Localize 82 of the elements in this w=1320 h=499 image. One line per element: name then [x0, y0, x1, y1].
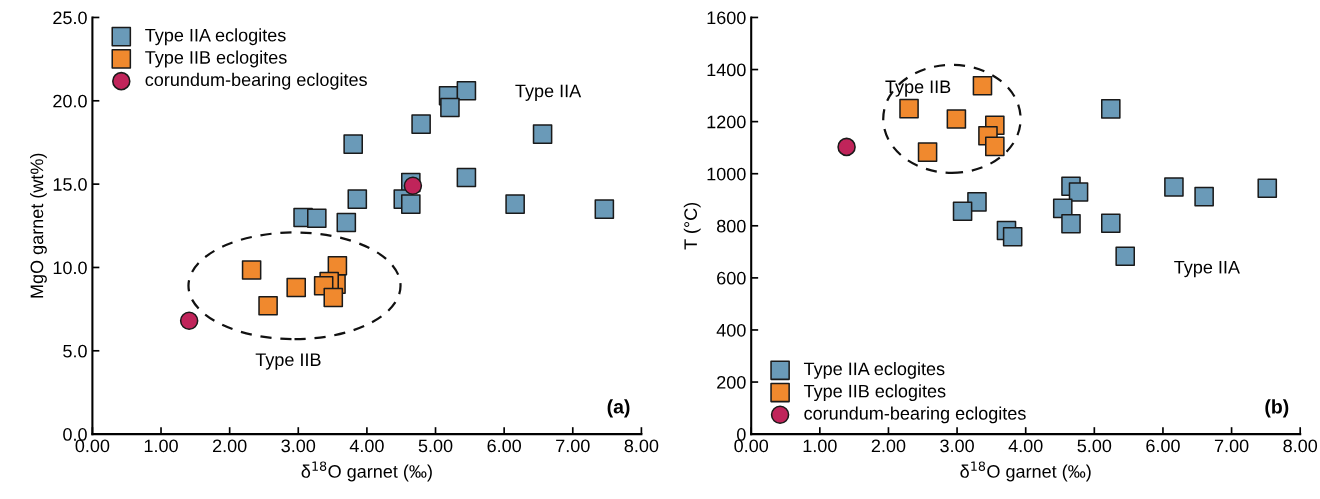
- legend-label: Type IIA eclogites: [803, 361, 945, 379]
- point: [400, 194, 421, 214]
- x-tick-label: 5.00: [1077, 439, 1112, 453]
- point: [456, 167, 477, 188]
- x-axis-title: δ$^{18}$O garnet (‰): [301, 461, 432, 482]
- point: [1100, 99, 1121, 119]
- point: [1164, 177, 1184, 197]
- x-tick-label: 1.00: [144, 439, 178, 453]
- x-tick-label: 4.00: [349, 439, 384, 453]
- point: [952, 201, 973, 222]
- point: [594, 199, 615, 219]
- y-tick-label: 20.0: [53, 94, 87, 108]
- point: [505, 194, 525, 214]
- y-tick-label: 25.0: [53, 11, 87, 25]
- point: [347, 189, 368, 209]
- annotation: Type IIA: [1174, 260, 1240, 278]
- point: [1100, 213, 1121, 234]
- legend-label: corundum-bearing eclogites: [145, 72, 367, 90]
- y-axis-title: MgO garnet (wt%): [30, 153, 47, 298]
- legend-label: corundum-bearing eclogites: [804, 406, 1026, 424]
- y-tick-label: 1200: [707, 115, 746, 129]
- y-tick-label: 0: [737, 428, 746, 441]
- point: [241, 260, 262, 280]
- legend-label: Type IIA eclogites: [145, 28, 286, 46]
- y-tick-label: 1000: [707, 167, 746, 181]
- x-tick-label: 7.00: [556, 439, 590, 453]
- x-tick-label: 0.00: [734, 439, 769, 453]
- point: [917, 142, 938, 162]
- point: [899, 98, 919, 119]
- y-tick-label: 10.0: [53, 261, 87, 275]
- point: [456, 80, 477, 101]
- x-tick-label: 8.00: [624, 439, 659, 453]
- annotation: Type IIB: [255, 353, 321, 370]
- y-tick-label: 15.0: [53, 178, 87, 191]
- x-tick-label: 6.00: [487, 439, 522, 453]
- point: [306, 208, 327, 229]
- x-tick-label: 2.00: [212, 439, 247, 453]
- x-axis-title: δ$^{18}$O garnet (‰): [960, 461, 1091, 482]
- point: [1194, 186, 1214, 207]
- point: [179, 311, 199, 331]
- point: [1061, 213, 1081, 234]
- x-tick-label: 3.00: [281, 439, 316, 453]
- point: [336, 212, 357, 233]
- point: [984, 136, 1005, 157]
- y-tick-label: 200: [717, 375, 746, 389]
- legend-label: Type IIB eclogites: [145, 50, 287, 68]
- y-tick-label: 1400: [707, 63, 746, 77]
- x-tick-label: 4.00: [1008, 439, 1043, 453]
- point: [286, 277, 307, 298]
- x-tick-label: 1.00: [803, 439, 837, 453]
- y-tick-label: 600: [717, 271, 746, 285]
- y-tick-label: 400: [716, 323, 746, 337]
- y-tick-label: 800: [717, 219, 746, 233]
- x-tick-label: 8.00: [1283, 439, 1318, 453]
- point: [837, 137, 856, 157]
- annotation: (b): [1265, 399, 1289, 418]
- annotation: Type IIA: [515, 84, 582, 101]
- x-tick-label: 7.00: [1214, 439, 1249, 453]
- legend-label: Type IIB eclogites: [803, 384, 946, 402]
- x-tick-label: 6.00: [1146, 439, 1180, 453]
- x-tick-label: 3.00: [940, 439, 974, 453]
- point: [1257, 178, 1278, 199]
- point: [323, 287, 344, 308]
- x-tick-label: 2.00: [871, 439, 906, 453]
- x-tick-label: 0.00: [75, 439, 110, 453]
- point: [343, 134, 363, 154]
- point: [1068, 182, 1089, 202]
- point: [411, 114, 431, 134]
- point: [440, 97, 460, 118]
- point: [532, 124, 553, 144]
- y-tick-label: 1600: [707, 11, 746, 25]
- point: [1002, 226, 1023, 247]
- point: [972, 75, 993, 96]
- point: [258, 295, 278, 316]
- x-tick-label: 5.00: [418, 439, 453, 453]
- annotation: Type IIB: [885, 80, 951, 97]
- annotation: (a): [607, 399, 630, 418]
- y-tick-label: 0.0: [63, 428, 87, 441]
- point: [1115, 246, 1136, 267]
- y-axis-title: T (°C): [683, 202, 701, 250]
- point: [946, 109, 967, 129]
- y-tick-label: 5.0: [63, 344, 87, 358]
